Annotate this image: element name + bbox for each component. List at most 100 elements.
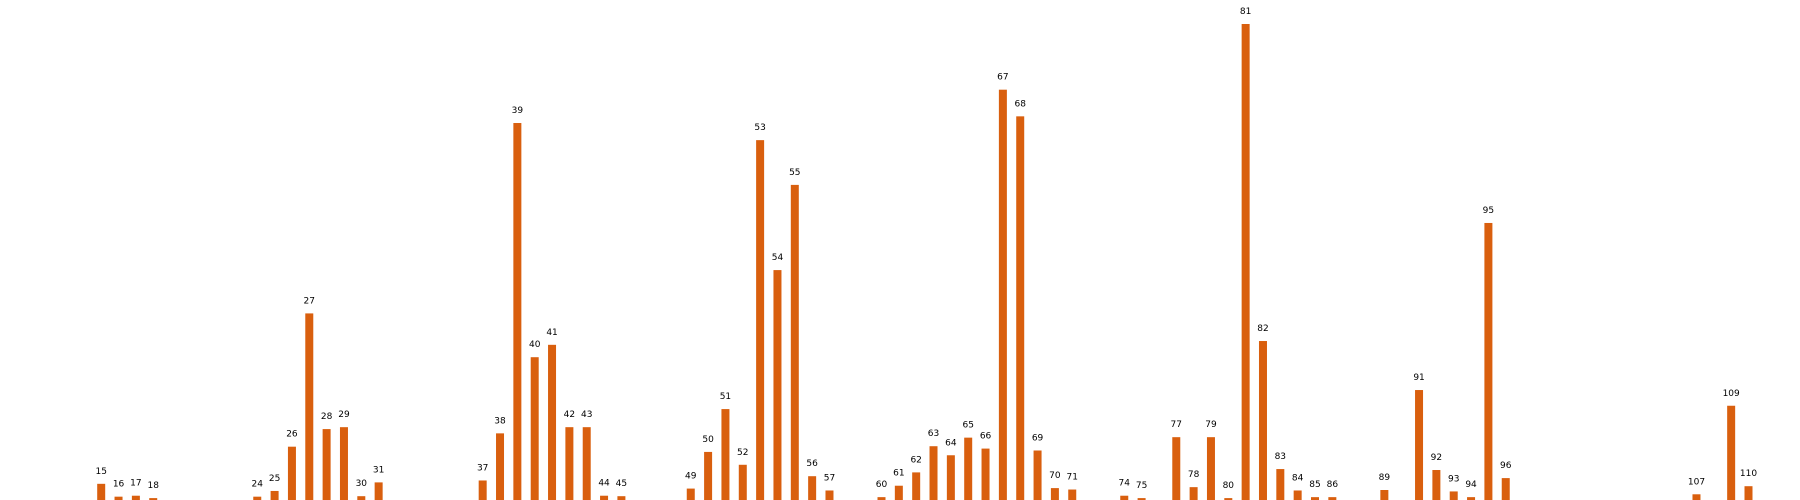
bar-label-27: 27 — [304, 296, 315, 306]
bar-53 — [756, 140, 765, 500]
bar-label-30: 30 — [356, 479, 368, 489]
bar-28 — [322, 429, 331, 500]
bar-109 — [1727, 405, 1736, 500]
bar-label-44: 44 — [598, 479, 610, 489]
bar-label-41: 41 — [546, 328, 557, 338]
bar-label-67: 67 — [997, 73, 1008, 83]
bar-label-26: 26 — [286, 430, 298, 440]
bar-label-86: 86 — [1327, 480, 1339, 490]
bar-50 — [704, 451, 713, 500]
bar-label-66: 66 — [980, 432, 992, 442]
bar-18 — [149, 498, 158, 500]
bar-label-107: 107 — [1688, 477, 1705, 487]
bar-label-83: 83 — [1275, 452, 1286, 462]
bar-17 — [131, 495, 140, 500]
bar-label-80: 80 — [1223, 481, 1235, 491]
bar-label-24: 24 — [252, 480, 264, 490]
bar-label-18: 18 — [147, 481, 159, 491]
bar-label-54: 54 — [772, 253, 784, 263]
bar-39 — [513, 123, 522, 500]
bar-52 — [738, 464, 747, 500]
bar-label-75: 75 — [1136, 481, 1147, 491]
bar-42 — [565, 427, 574, 500]
bar-label-38: 38 — [494, 416, 506, 426]
bar-label-89: 89 — [1379, 473, 1391, 483]
bar-25 — [270, 490, 279, 500]
bar-62 — [912, 472, 921, 500]
bar-labels-group: 15 16 17 18 24 25 26 27 28 29 30 31 37 38 39 40 41 42 43 44… — [95, 7, 1757, 491]
bar-label-95: 95 — [1483, 206, 1494, 216]
bar-49 — [686, 488, 695, 500]
bar-label-60: 60 — [876, 480, 888, 490]
bar-label-96: 96 — [1500, 461, 1512, 471]
bar-label-17: 17 — [130, 479, 141, 489]
bar-65 — [964, 437, 973, 500]
bar-56 — [808, 476, 817, 500]
bar-95 — [1484, 222, 1493, 500]
bar-label-109: 109 — [1723, 389, 1740, 399]
bar-label-63: 63 — [928, 429, 939, 439]
bar-label-45: 45 — [616, 479, 627, 489]
bar-43 — [582, 427, 591, 500]
bar-26 — [287, 446, 296, 500]
bar-74 — [1120, 495, 1129, 500]
bar-45 — [617, 496, 626, 500]
bar-label-15: 15 — [95, 467, 106, 477]
bar-label-16: 16 — [113, 480, 125, 490]
bar-16 — [114, 496, 123, 500]
bar-69 — [1033, 450, 1042, 500]
bar-41 — [548, 344, 557, 500]
bar-70 — [1050, 488, 1059, 500]
bar-label-40: 40 — [529, 340, 541, 350]
bar-93 — [1449, 491, 1458, 500]
bar-label-31: 31 — [373, 465, 384, 475]
bar-110 — [1744, 486, 1753, 500]
bar-label-68: 68 — [1014, 99, 1026, 109]
bar-label-74: 74 — [1119, 479, 1131, 489]
bar-label-81: 81 — [1240, 7, 1251, 17]
bar-78 — [1189, 487, 1198, 500]
bar-label-85: 85 — [1309, 480, 1320, 490]
bar-31 — [374, 482, 383, 500]
bar-55 — [790, 184, 799, 500]
bar-83 — [1276, 469, 1285, 500]
bar-82 — [1258, 341, 1267, 500]
bar-label-56: 56 — [806, 459, 818, 469]
bar-71 — [1068, 489, 1077, 500]
bar-label-51: 51 — [720, 392, 731, 402]
bar-label-37: 37 — [477, 463, 488, 473]
bar-37 — [478, 480, 487, 500]
bar-label-79: 79 — [1205, 420, 1217, 430]
bar-label-53: 53 — [754, 123, 765, 133]
bar-44 — [600, 495, 609, 500]
bar-89 — [1380, 490, 1389, 500]
bar-57 — [825, 490, 834, 500]
bar-61 — [894, 485, 903, 500]
bar-60 — [877, 497, 886, 500]
bar-label-55: 55 — [789, 168, 800, 178]
bar-64 — [946, 455, 955, 500]
bar-label-70: 70 — [1049, 471, 1061, 481]
bar-label-84: 84 — [1292, 473, 1304, 483]
bar-label-110: 110 — [1740, 469, 1757, 479]
bar-75 — [1137, 498, 1146, 500]
bar-label-25: 25 — [269, 474, 280, 484]
bar-label-29: 29 — [338, 410, 350, 420]
bar-label-69: 69 — [1032, 434, 1044, 444]
bar-label-65: 65 — [962, 421, 973, 431]
bar-label-62: 62 — [910, 455, 921, 465]
bar-label-82: 82 — [1257, 324, 1268, 334]
bar-label-43: 43 — [581, 410, 592, 420]
bar-63 — [929, 446, 938, 500]
bar-29 — [339, 427, 348, 500]
bar-label-91: 91 — [1413, 373, 1424, 383]
bar-66 — [981, 448, 990, 500]
bar-label-71: 71 — [1067, 473, 1078, 483]
bar-84 — [1293, 490, 1302, 500]
bar-label-39: 39 — [512, 106, 524, 116]
bar-label-50: 50 — [702, 435, 714, 445]
bar-77 — [1172, 437, 1181, 500]
bar-label-49: 49 — [685, 472, 697, 482]
bar-label-77: 77 — [1171, 420, 1182, 430]
